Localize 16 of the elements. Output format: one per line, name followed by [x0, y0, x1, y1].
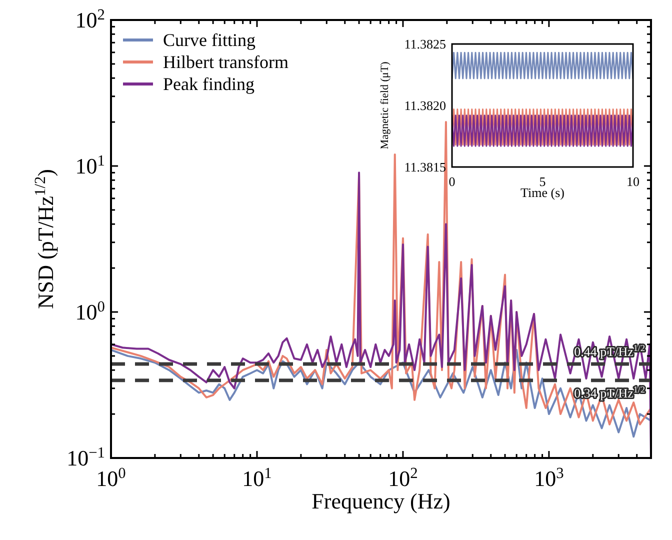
legend-label: Curve fitting — [163, 30, 256, 50]
legend-label: Peak finding — [163, 74, 254, 94]
y-tick-label: 10$^{0}$ — [75, 298, 106, 325]
x-tick-label: 0 — [448, 174, 456, 189]
x-tick-label: 10$^{2}$ — [388, 464, 418, 491]
y-tick-label: 11.3820 — [404, 98, 446, 114]
y-tick-label: 10$^{2}$ — [75, 6, 105, 33]
x-tick-label: 10 — [626, 174, 640, 189]
legend-label: Hilbert transform — [163, 52, 288, 72]
x-axis-title: Frequency (Hz) — [312, 488, 450, 514]
y-tick-label: 11.3825 — [404, 36, 446, 52]
x-tick-label: 10$^{1}$ — [242, 464, 272, 491]
ref-line-label: 0.34 pT/Hz$^{1/2}$ — [574, 384, 646, 400]
x-tick-label: 5 — [539, 174, 546, 189]
y-axis-title: Magnetic field (μT) — [379, 61, 391, 150]
x-tick-label: 10$^{3}$ — [534, 464, 564, 491]
